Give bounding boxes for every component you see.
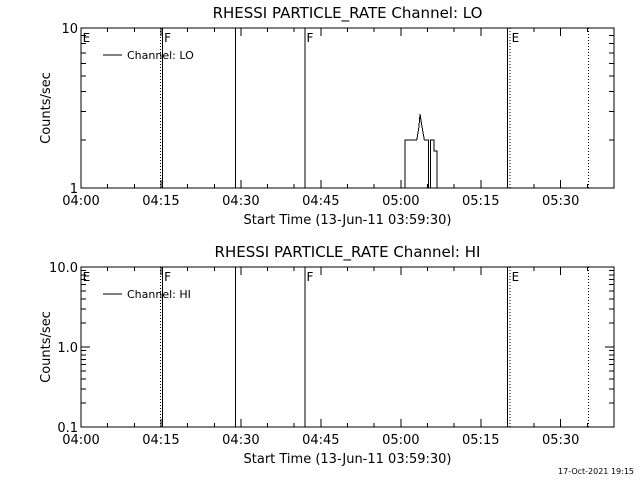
event-flag-label: E <box>512 31 520 45</box>
x-tick-label: 05:15 <box>462 194 499 209</box>
y-axis-label: Counts/sec <box>39 72 54 144</box>
y-axis-label: Counts/sec <box>39 311 54 383</box>
event-flag-label: F <box>306 31 313 45</box>
x-tick-label: 05:15 <box>462 433 499 448</box>
y-tick-label: 10 <box>61 22 78 37</box>
event-flag-label: F <box>164 31 171 45</box>
event-flag-label: F <box>164 270 171 284</box>
event-flag-label: F <box>306 270 313 284</box>
x-tick-label: 04:30 <box>222 433 259 448</box>
x-tick-label: 05:30 <box>542 433 579 448</box>
series-line <box>404 113 438 189</box>
event-flag-label: E <box>83 31 91 45</box>
x-axis-label: Start Time (13-Jun-11 03:59:30) <box>244 213 452 228</box>
x-axis-label: Start Time (13-Jun-11 03:59:30) <box>244 452 452 467</box>
chart-title: RHESSI PARTICLE_RATE Channel: LO <box>213 4 483 23</box>
legend-label: Channel: HI <box>127 288 191 301</box>
x-tick-label: 05:00 <box>382 194 419 209</box>
event-flag-label: E <box>512 270 520 284</box>
y-tick-label: 1.0 <box>57 341 78 356</box>
lo-channel-panel: RHESSI PARTICLE_RATE Channel: LO Counts/s… <box>39 4 615 228</box>
x-tick-label: 04:15 <box>142 433 179 448</box>
chart-title: RHESSI PARTICLE_RATE Channel: HI <box>215 243 481 262</box>
x-tick-label: 04:15 <box>142 194 179 209</box>
event-flag-label: E <box>83 270 91 284</box>
legend-label: Channel: LO <box>127 49 194 62</box>
x-tick-label: 05:30 <box>542 194 579 209</box>
x-tick-label: 05:00 <box>382 433 419 448</box>
x-tick-label: 04:30 <box>222 194 259 209</box>
y-tick-label: 0.1 <box>57 421 78 436</box>
y-tick-label: 10.0 <box>49 261 78 276</box>
x-tick-label: 04:45 <box>302 194 339 209</box>
footer-timestamp: 17-Oct-2021 19:15 <box>558 467 634 476</box>
hi-channel-panel: RHESSI PARTICLE_RATE Channel: HI Counts/s… <box>39 243 615 467</box>
y-tick-label: 1 <box>70 182 78 197</box>
x-tick-label: 04:00 <box>62 433 99 448</box>
x-tick-label: 04:00 <box>62 194 99 209</box>
x-tick-label: 04:45 <box>302 433 339 448</box>
